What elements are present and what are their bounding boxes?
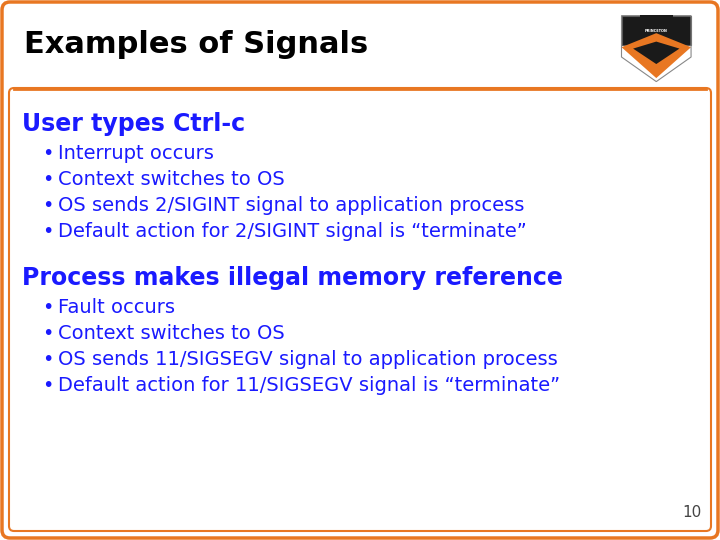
Polygon shape xyxy=(633,42,680,64)
Text: Default action for 11/SIGSEGV signal is “terminate”: Default action for 11/SIGSEGV signal is … xyxy=(58,376,560,395)
Text: 10: 10 xyxy=(683,505,702,520)
Text: •: • xyxy=(42,144,53,163)
Text: Context switches to OS: Context switches to OS xyxy=(58,170,284,189)
Text: User types Ctrl-c: User types Ctrl-c xyxy=(22,112,245,136)
Text: •: • xyxy=(42,222,53,241)
Text: Examples of Signals: Examples of Signals xyxy=(24,30,368,59)
Text: Context switches to OS: Context switches to OS xyxy=(58,324,284,343)
Text: Default action for 2/SIGINT signal is “terminate”: Default action for 2/SIGINT signal is “t… xyxy=(58,222,527,241)
FancyBboxPatch shape xyxy=(9,88,711,531)
Polygon shape xyxy=(621,33,691,78)
FancyBboxPatch shape xyxy=(621,16,691,45)
Text: •: • xyxy=(42,196,53,215)
Text: OS sends 2/SIGINT signal to application process: OS sends 2/SIGINT signal to application … xyxy=(58,196,524,215)
Text: Fault occurs: Fault occurs xyxy=(58,298,175,317)
Text: •: • xyxy=(42,350,53,369)
Text: Interrupt occurs: Interrupt occurs xyxy=(58,144,214,163)
Text: •: • xyxy=(42,376,53,395)
Text: OS sends 11/SIGSEGV signal to application process: OS sends 11/SIGSEGV signal to applicatio… xyxy=(58,350,558,369)
Text: Process makes illegal memory reference: Process makes illegal memory reference xyxy=(22,266,563,290)
Text: •: • xyxy=(42,298,53,317)
Text: •: • xyxy=(42,324,53,343)
Text: PRINCETON: PRINCETON xyxy=(645,29,667,33)
Text: •: • xyxy=(42,170,53,189)
Bar xyxy=(640,15,673,22)
